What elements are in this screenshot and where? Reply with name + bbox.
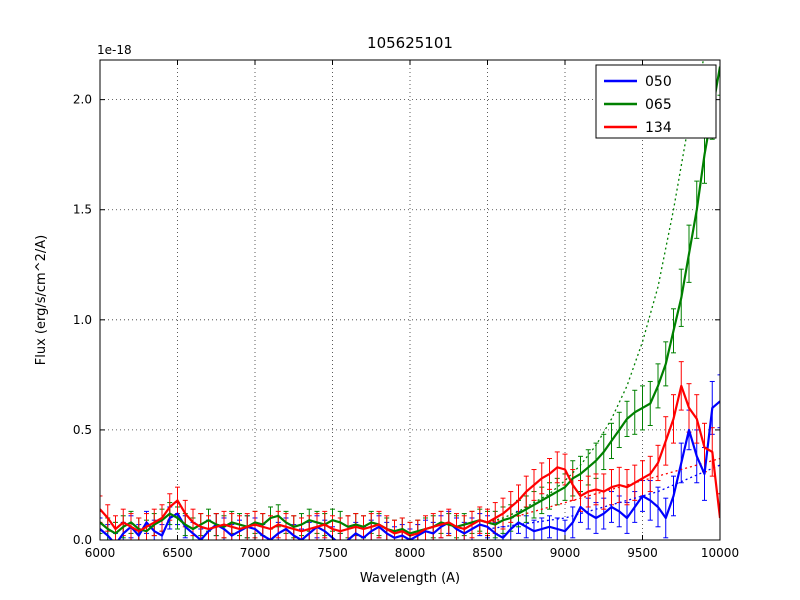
y-tick-label: 0.0: [73, 533, 92, 547]
x-tick-label: 8500: [472, 546, 503, 560]
data-line-065: [100, 66, 720, 535]
model-line-050: [487, 464, 720, 530]
x-tick-label: 6500: [162, 546, 193, 560]
y-tick-label: 2.0: [73, 93, 92, 107]
x-tick-label: 9500: [627, 546, 658, 560]
x-tick-label: 8000: [395, 546, 426, 560]
x-tick-label: 9000: [550, 546, 581, 560]
x-tick-label: 7000: [240, 546, 271, 560]
y-tick-label: 0.5: [73, 423, 92, 437]
model-line-065: [487, 60, 705, 524]
x-tick-label: 7500: [317, 546, 348, 560]
data-line-050: [100, 400, 720, 540]
x-tick-label: 10000: [701, 546, 739, 560]
y-axis-label: Flux (erg/s/cm^2/A): [34, 235, 49, 365]
y-tick-label: 1.0: [73, 313, 92, 327]
axes-frame: [99, 59, 721, 541]
legend-label-134: 134: [645, 120, 672, 136]
y-offset-label: 1e-18: [97, 43, 132, 57]
legend-label-050: 050: [645, 74, 672, 90]
x-axis-label: Wavelength (A): [360, 571, 460, 586]
plot-title: 105625101: [367, 34, 453, 52]
x-tick-label: 6000: [85, 546, 116, 560]
axis-ticks: 6000 6500 7000 7500 8000 8500 9000 9500 10000 0.0…: [73, 60, 739, 560]
legend: 050 065 134: [595, 64, 717, 139]
legend-label-065: 065: [645, 97, 672, 113]
y-tick-label: 1.5: [73, 203, 92, 217]
